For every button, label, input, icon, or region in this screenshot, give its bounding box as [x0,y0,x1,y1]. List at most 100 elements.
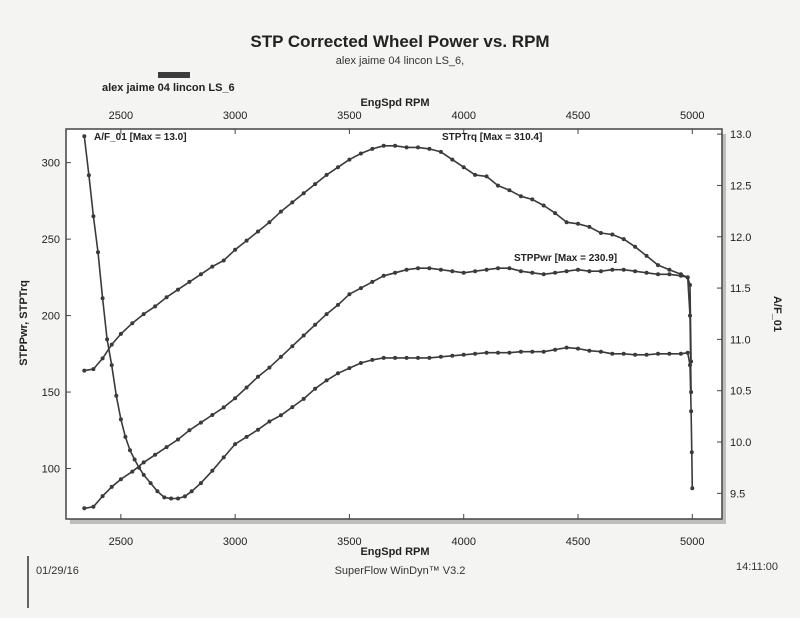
point-stppwr-14 [233,396,238,401]
y-left-tick-label-150: 150 [42,387,60,399]
point-stppwr-20 [301,333,306,338]
point-a-f-01-53 [564,345,569,350]
series-stppwr [82,266,694,511]
point-stppwr-22 [324,312,329,317]
y-right-tick-label-10.0: 10.0 [730,437,751,449]
x-tick-label-bottom-4500: 4500 [566,536,590,548]
point-stppwr-43 [564,269,569,274]
y-right-tick-label-9.5: 9.5 [730,488,745,500]
point-stptrq-36 [484,174,489,179]
point-stppwr-54 [685,275,690,280]
point-stptrq-44 [576,221,580,226]
point-stppwr-9 [176,437,180,442]
point-stptrq-23 [336,165,340,170]
point-a-f-01-50 [530,349,535,354]
point-a-f-01-15 [155,489,160,494]
point-stptrq-51 [656,263,660,268]
point-stppwr-3 [109,484,114,489]
point-stptrq-17 [267,220,272,225]
point-stppwr-34 [461,270,466,275]
point-stppwr-7 [153,452,158,457]
point-a-f-01-45 [473,351,478,356]
point-stppwr-30 [416,266,420,271]
footer-time: 14:11:00 [736,561,778,573]
point-a-f-01-8 [118,417,123,422]
point-a-f-01-2 [91,214,96,219]
point-a-f-01-31 [313,386,318,391]
point-stptrq-48 [621,237,626,242]
point-stppwr-2 [100,494,105,499]
point-stppwr-0 [82,506,87,511]
point-a-f-01-24 [233,442,238,447]
footer-date: 01/29/16 [36,565,79,577]
point-a-f-01-38 [393,355,398,360]
point-stppwr-4 [118,477,123,482]
point-a-f-01-37 [381,355,386,360]
point-stppwr-23 [336,302,340,307]
y-left-tick-label-250: 250 [42,234,60,246]
point-stptrq-6 [141,312,146,317]
point-a-f-01-60 [644,352,649,357]
point-a-f-01-21 [198,481,203,486]
point-stppwr-5 [130,469,135,474]
point-stptrq-47 [610,232,615,237]
point-stptrq-20 [301,191,306,196]
point-a-f-01-58 [621,351,626,356]
point-a-f-01-13 [141,472,146,477]
chart-title: STP Corrected Wheel Power vs. RPM [250,32,549,51]
point-stptrq-7 [153,304,158,309]
y-right-tick-label-11.0: 11.0 [730,334,751,346]
point-a-f-01-29 [290,405,295,410]
point-stppwr-18 [278,354,283,359]
series-a-f-01 [82,134,695,501]
point-stptrq-39 [518,194,523,199]
point-a-f-01-19 [182,494,187,499]
point-stppwr-6 [141,460,146,465]
point-stptrq-46 [598,231,603,235]
point-stptrq-30 [416,145,420,150]
point-a-f-01-0 [82,134,87,139]
point-a-f-01-44 [461,352,466,357]
point-a-f-01-30 [301,396,306,401]
point-stppwr-36 [484,267,489,272]
point-a-f-01-1 [86,173,91,178]
point-a-f-01-46 [484,350,489,355]
point-stptrq-2 [100,356,105,361]
point-stptrq-21 [313,182,318,187]
point-a-f-01-42 [438,354,443,359]
point-a-f-01-26 [256,427,260,432]
point-stppwr-31 [427,266,432,271]
point-stppwr-25 [358,286,363,291]
point-a-f-01-61 [656,351,660,356]
legend-run-label: alex jaime 04 lincon LS_6 [102,82,235,94]
point-stptrq-25 [358,151,363,156]
point-stptrq-10 [187,279,192,284]
axes-ticks: 2500 2500 3000 3000 3500 3500 4000 4000 4500 4500… [42,110,752,548]
x-tick-label-bottom-2500: 2500 [109,536,133,548]
point-a-f-01-20 [189,489,194,494]
point-stppwr-13 [221,405,226,410]
point-stppwr-17 [267,365,272,370]
point-stptrq-12 [210,264,215,269]
point-a-f-01-47 [496,350,500,355]
x-axis-title-top: EngSpd RPM [360,97,429,109]
x-tick-label-bottom-3500: 3500 [337,536,361,548]
point-stppwr-32 [438,267,443,272]
point-a-f-01-40 [416,355,420,360]
point-stptrq-34 [461,165,466,170]
point-a-f-01-54 [576,346,580,351]
point-a-f-01-34 [347,366,352,371]
point-stppwr-53 [678,273,683,278]
point-stppwr-26 [370,279,375,284]
point-stppwr-28 [393,270,398,275]
point-a-f-01-68 [690,486,695,491]
point-stptrq-43 [564,220,569,225]
point-stptrq-40 [530,197,535,202]
point-stptrq-5 [130,321,135,326]
point-a-f-01-57 [610,351,615,356]
point-a-f-01-52 [553,347,558,352]
point-stppwr-39 [518,269,523,274]
point-a-f-01-10 [128,448,132,453]
